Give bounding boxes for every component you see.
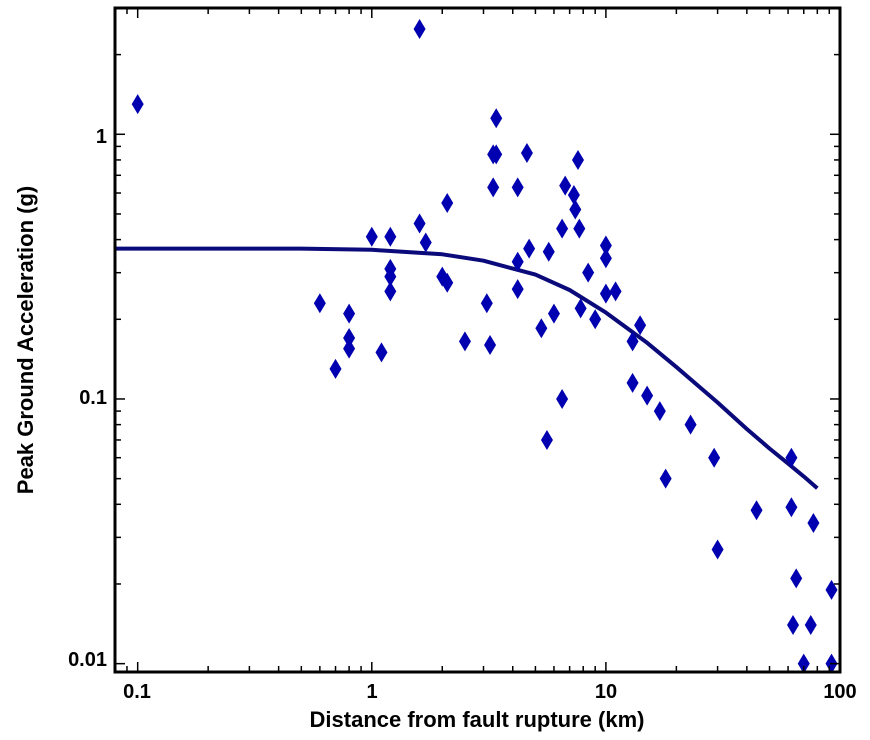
data-point (653, 401, 666, 422)
data-point (413, 18, 426, 39)
x-tick-label-10: 10 (595, 681, 617, 703)
data-points-layer (131, 18, 838, 674)
data-point (567, 184, 580, 205)
data-point (384, 281, 397, 302)
data-point (520, 142, 533, 163)
y-tick-label-0.01: 0.01 (68, 649, 107, 671)
data-point (329, 358, 342, 379)
data-point (490, 144, 503, 165)
data-point (556, 218, 569, 239)
y-tick-label-0.1: 0.1 (79, 387, 107, 409)
data-point (797, 653, 810, 674)
data-point (804, 614, 817, 635)
plot-frame (113, 6, 842, 674)
data-point (365, 226, 378, 247)
data-point (634, 315, 647, 336)
data-point (825, 579, 838, 600)
data-point (807, 512, 820, 533)
data-point (659, 468, 672, 489)
attenuation-curve (115, 246, 819, 490)
data-point (313, 293, 326, 314)
data-point (750, 500, 763, 521)
data-point (535, 318, 548, 339)
data-point (487, 177, 500, 198)
data-point (790, 568, 803, 589)
data-point (785, 447, 798, 468)
axis-ticks (114, 7, 841, 672)
x-tick-label-1: 1 (366, 681, 377, 703)
data-point (384, 226, 397, 247)
x-tick-label-0.1: 0.1 (123, 681, 151, 703)
data-point (569, 199, 582, 220)
data-point (589, 309, 602, 330)
data-point (582, 262, 595, 283)
data-point (559, 175, 572, 196)
x-axis-label: Distance from fault rupture (km) (310, 707, 645, 732)
data-point (343, 327, 356, 348)
data-point (626, 331, 639, 352)
data-point (547, 303, 560, 324)
data-point (542, 241, 555, 262)
data-point (573, 218, 586, 239)
x-tick-label-100: 100 (823, 681, 856, 703)
data-point (626, 372, 639, 393)
data-point (511, 177, 524, 198)
data-point (540, 429, 553, 450)
data-point (684, 414, 697, 435)
data-point (609, 281, 622, 302)
data-point (490, 108, 503, 129)
data-point (384, 266, 397, 287)
data-point (413, 213, 426, 234)
data-point (708, 447, 721, 468)
data-point (343, 338, 356, 359)
data-point (419, 232, 432, 253)
data-point (511, 251, 524, 272)
y-axis-label: Peak Ground Acceleration (g) (13, 186, 38, 494)
y-tick-label-1: 1 (96, 126, 107, 148)
data-point (375, 342, 388, 363)
data-point (441, 193, 454, 214)
data-point (484, 334, 497, 355)
data-point (571, 149, 584, 170)
data-point (599, 248, 612, 269)
data-point (441, 272, 454, 293)
data-point (458, 331, 471, 352)
fit-curve-layer (115, 246, 819, 490)
data-point (523, 238, 536, 259)
data-point (785, 497, 798, 518)
data-point (641, 385, 654, 406)
data-point (574, 298, 587, 319)
data-point (599, 283, 612, 304)
data-point (131, 94, 144, 115)
data-point (556, 388, 569, 409)
data-point (599, 235, 612, 256)
data-point (343, 303, 356, 324)
data-point (511, 279, 524, 300)
data-point (480, 293, 493, 314)
data-point (787, 614, 800, 635)
data-point (711, 539, 724, 560)
